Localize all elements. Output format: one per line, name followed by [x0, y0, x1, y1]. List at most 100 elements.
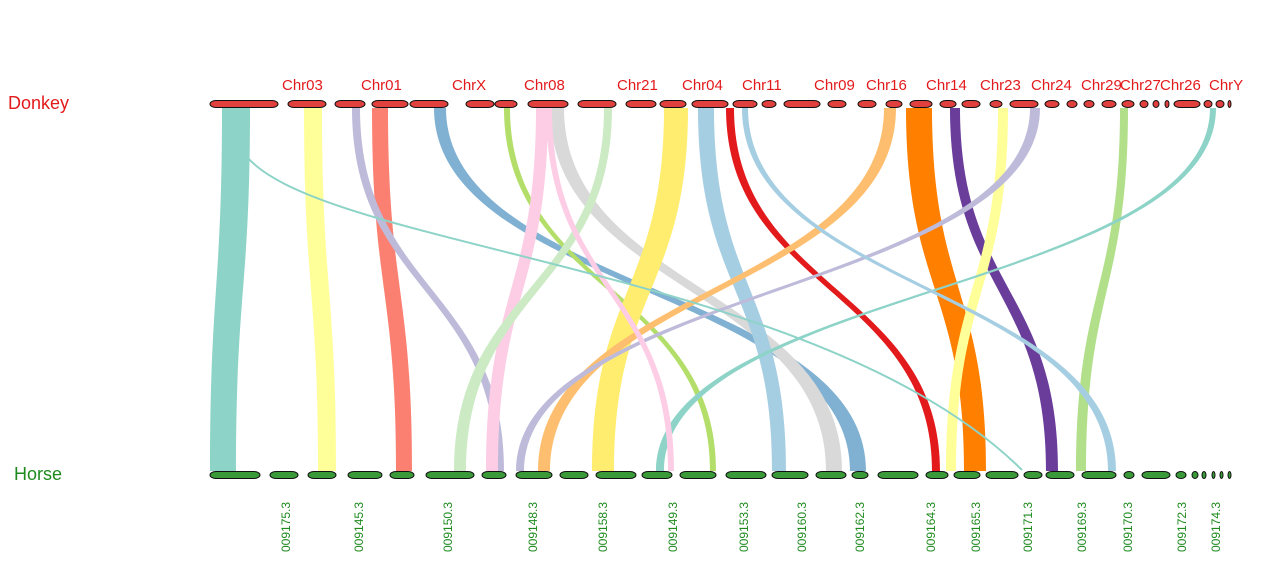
donkey-track-segment-11: [691, 100, 729, 108]
horse-track-segment-21: [1045, 471, 1075, 479]
horse-track-segment-5: [425, 471, 475, 479]
horse-track-segment-29: [1219, 471, 1224, 479]
horse-chromosome-label: 009169.3: [1075, 502, 1089, 552]
synteny-link-15: [946, 108, 1008, 471]
donkey-chromosome-label: Chr26: [1160, 77, 1201, 94]
donkey-track-segment-10: [659, 100, 687, 108]
chromosome-labels: Chr03 Chr01 ChrX Chr08 Chr21 Chr04 Chr11 Chr09 C…: [279, 77, 1243, 552]
bottom-species-label: Horse: [14, 464, 62, 484]
donkey-track-segment-0: [209, 100, 279, 108]
donkey-track-segment-18: [909, 100, 933, 108]
horse-chromosome-label: 009150.3: [441, 502, 455, 552]
horse-track-segment-0: [209, 471, 261, 479]
donkey-track-segment-7: [527, 100, 569, 108]
horse-track-segment-2: [307, 471, 337, 479]
donkey-track-segment-3: [371, 100, 409, 108]
horse-track-segment-25: [1175, 471, 1187, 479]
horse-track-segment-7: [515, 471, 553, 479]
donkey-track-segment-28: [1139, 100, 1149, 108]
horse-track-segment-17: [925, 471, 949, 479]
donkey-chromosome-label: Chr03: [282, 77, 323, 94]
horse-chromosome-label: 009165.3: [969, 502, 983, 552]
horse-chromosome-label: 009145.3: [352, 502, 366, 552]
horse-track-segment-6: [481, 471, 507, 479]
synteny-link-16: [516, 108, 1040, 471]
horse-track-segment-18: [953, 471, 981, 479]
horse-track-segment-14: [815, 471, 847, 479]
donkey-track-segment-22: [1009, 100, 1039, 108]
synteny-link-19: [742, 108, 1116, 471]
horse-track-segment-13: [771, 471, 809, 479]
donkey-chromosome-label: Chr24: [1031, 77, 1072, 94]
donkey-track-segment-20: [961, 100, 981, 108]
synteny-link-6: [486, 108, 548, 471]
horse-track-segment-30: [1227, 471, 1232, 479]
donkey-track-segment-4: [409, 100, 449, 108]
horse-track-segment-24: [1141, 471, 1171, 479]
horse-chromosome-label: 009174.3: [1209, 502, 1223, 552]
synteny-link-9: [592, 108, 688, 471]
synteny-link-3: [352, 108, 504, 471]
donkey-chromosome-label: Chr23: [980, 77, 1021, 94]
horse-track-segment-3: [347, 471, 383, 479]
donkey-track-segment-8: [577, 100, 617, 108]
horse-chromosome-label: 009148.3: [526, 502, 540, 552]
donkey-track-segment-26: [1101, 100, 1117, 108]
synteny-link-7: [550, 108, 842, 471]
donkey-track-segment-13: [761, 100, 777, 108]
horse-chromosome-label: 009170.3: [1121, 502, 1135, 552]
donkey-track-segment-24: [1066, 100, 1078, 108]
donkey-chromosome-label: ChrY: [1209, 77, 1243, 94]
donkey-chromosome-label: ChrX: [452, 77, 486, 94]
synteny-link-1: [304, 108, 336, 471]
top-species-label: Donkey: [8, 93, 69, 113]
synteny-link-13: [906, 108, 986, 471]
horse-track-segment-1: [269, 471, 299, 479]
horse-track-segment-16: [877, 471, 919, 479]
donkey-track-segment-14: [783, 100, 821, 108]
horse-chromosome-label: 009160.3: [795, 502, 809, 552]
donkey-track-segment-21: [989, 100, 1003, 108]
synteny-link-8: [454, 108, 612, 471]
donkey-track-segment-27: [1121, 100, 1135, 108]
donkey-track-segment-31: [1173, 100, 1201, 108]
donkey-track-segment-30: [1164, 100, 1170, 108]
synteny-links: [210, 108, 1216, 471]
donkey-track-segment-32: [1203, 100, 1213, 108]
synteny-link-17: [1076, 108, 1128, 471]
donkey-chromosome-label: Chr29: [1081, 77, 1122, 94]
horse-track-segment-19: [985, 471, 1019, 479]
donkey-track-segment-9: [625, 100, 657, 108]
horse-chromosome-label: 009175.3: [279, 502, 293, 552]
horse-chromosome-label: 009158.3: [596, 502, 610, 552]
synteny-link-11: [726, 108, 940, 471]
donkey-track-segment-29: [1152, 100, 1160, 108]
synteny-link-14: [950, 108, 1058, 471]
horse-chromosome-label: 009153.3: [737, 502, 751, 552]
horse-chromosome-label: 009162.3: [853, 502, 867, 552]
synteny-link-12: [538, 108, 896, 471]
horse-chromosome-label: 009171.3: [1021, 502, 1035, 552]
donkey-chromosome-label: Chr16: [866, 77, 907, 94]
donkey-chromosome-label: Chr09: [814, 77, 855, 94]
horse-track-segment-8: [559, 471, 589, 479]
horse-chromosome-label: 009164.3: [924, 502, 938, 552]
donkey-chromosome-label: Chr04: [682, 77, 723, 94]
donkey-track-segment-19: [939, 100, 957, 108]
donkey-track-segment-17: [885, 100, 903, 108]
horse-track-segment-28: [1211, 471, 1216, 479]
horse-track-segment-27: [1201, 471, 1207, 479]
chromosome-tracks: [209, 100, 1232, 479]
horse-track-segment-22: [1081, 471, 1117, 479]
horse-track-segment-11: [679, 471, 717, 479]
synteny-link-0: [210, 108, 250, 471]
synteny-link-10: [698, 108, 786, 471]
horse-chromosome-label: 009172.3: [1175, 502, 1189, 552]
donkey-chromosome-label: Chr27: [1120, 77, 1161, 94]
donkey-chromosome-label: Chr08: [524, 77, 565, 94]
horse-track-segment-23: [1123, 471, 1135, 479]
donkey-track-segment-33: [1215, 100, 1225, 108]
horse-track-segment-4: [389, 471, 415, 479]
donkey-track-segment-34: [1227, 100, 1232, 108]
